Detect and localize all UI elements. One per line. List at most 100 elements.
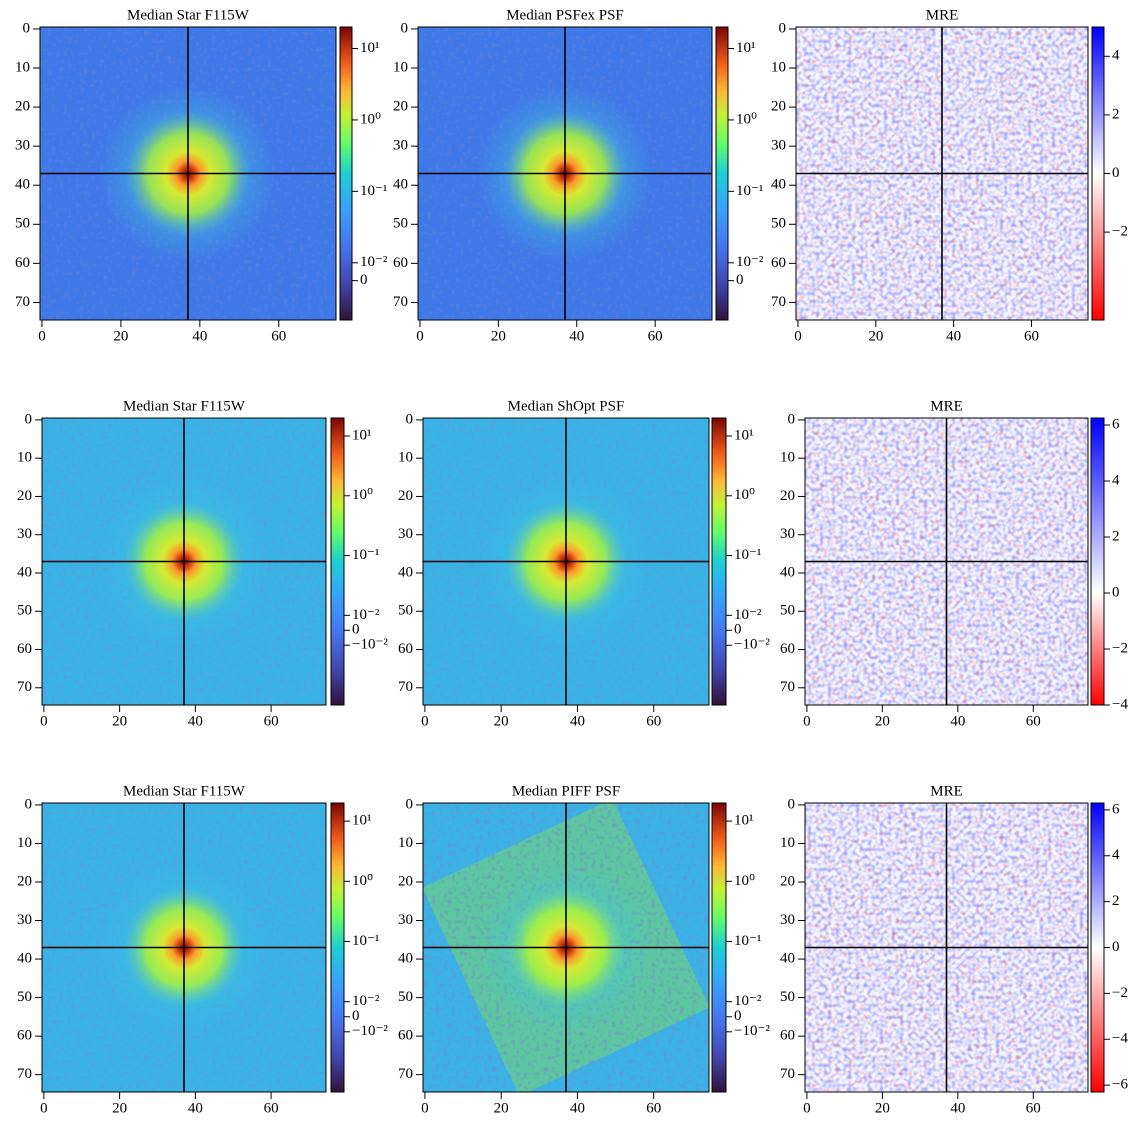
panel: Median PIFF PSF 0 20 40 60 0 10 20 30 40 50 60 70 10¹… — [398, 783, 770, 1116]
y-tick-label: 20 — [17, 873, 32, 889]
y-tick-label: 0 — [25, 411, 33, 427]
y-tick-label: 0 — [788, 411, 796, 427]
panel-title: MRE — [926, 7, 959, 23]
x-tick-label: 60 — [264, 1100, 279, 1116]
y-tick-label: 10 — [771, 59, 786, 75]
y-tick-label: 0 — [406, 796, 414, 812]
colorbar-tick-label: 10¹ — [734, 427, 754, 443]
y-tick-label: 70 — [398, 679, 413, 695]
axes-frame — [39, 26, 337, 321]
axes-frame — [422, 417, 710, 706]
y-tick-label: 0 — [406, 411, 414, 427]
colorbar-tick-label: 10⁰ — [352, 873, 373, 889]
y-tick-label: 10 — [393, 59, 408, 75]
colorbar-tick-label: 4 — [1112, 472, 1120, 488]
x-tick-label: 20 — [491, 328, 506, 344]
y-tick-label: 70 — [771, 294, 786, 310]
x-tick-label: 60 — [1026, 713, 1041, 729]
y-tick-label: 50 — [780, 603, 795, 619]
y-tick-label: 40 — [393, 177, 408, 193]
colorbar — [711, 417, 727, 706]
colorbar — [711, 802, 727, 1093]
colorbar-tick-label: 2 — [1112, 528, 1120, 544]
panel-title: Median Star F115W — [127, 7, 250, 23]
y-tick-label: 40 — [771, 177, 786, 193]
y-tick-label: 60 — [780, 641, 795, 657]
y-tick-label: 70 — [15, 294, 30, 310]
axes-frame — [804, 802, 1089, 1093]
y-tick-label: 30 — [771, 138, 786, 154]
x-tick-label: 0 — [794, 328, 802, 344]
colorbar-tick-label: 2 — [1112, 106, 1120, 122]
colorbar-tick-label: −4 — [1112, 1031, 1128, 1047]
colorbar-tick-label: 6 — [1112, 416, 1120, 432]
y-tick-label: 50 — [15, 216, 30, 232]
colorbar-tick-label: 10⁰ — [736, 111, 757, 127]
x-tick-label: 0 — [803, 713, 811, 729]
y-tick-label: 20 — [393, 99, 408, 115]
panel: Median Star F115W 0 20 40 60 0 10 20 30 40 50 60 70 1… — [17, 398, 388, 729]
y-tick-label: 60 — [15, 255, 30, 271]
x-tick-label: 20 — [875, 1100, 890, 1116]
x-tick-label: 20 — [112, 1100, 127, 1116]
y-tick-label: 30 — [780, 912, 795, 928]
colorbar-tick-label: −2 — [1112, 224, 1128, 240]
axes-frame — [41, 802, 327, 1093]
colorbar-tick-label: 10⁰ — [360, 111, 381, 127]
colorbar-tick-label: 10⁻¹ — [352, 933, 379, 949]
x-tick-label: 40 — [569, 328, 584, 344]
y-tick-label: 30 — [398, 912, 413, 928]
colorbar-tick-label: −10⁻² — [734, 637, 770, 653]
x-tick-label: 40 — [188, 713, 203, 729]
y-tick-label: 0 — [25, 796, 33, 812]
colorbar-tick-label: 0 — [352, 622, 360, 638]
colorbar-tick-label: −10⁻² — [352, 637, 388, 653]
panel-title: MRE — [930, 398, 963, 414]
y-tick-label: 60 — [17, 1028, 32, 1044]
colorbar-tick-label: −4 — [1112, 696, 1128, 712]
y-tick-label: 30 — [15, 138, 30, 154]
y-tick-label: 60 — [398, 1028, 413, 1044]
axes-frame — [804, 417, 1089, 706]
y-tick-label: 40 — [398, 950, 413, 966]
panel: Median Star F115W 0 20 40 60 0 10 20 30 40 50 60 70 1… — [17, 783, 388, 1116]
y-tick-label: 40 — [780, 950, 795, 966]
colorbar-tick-label: 4 — [1112, 847, 1120, 863]
colorbar-tick-label: 10⁻¹ — [734, 547, 761, 563]
colorbar-tick-label: 10⁻² — [734, 607, 762, 623]
y-tick-label: 60 — [393, 255, 408, 271]
y-tick-label: 10 — [780, 835, 795, 851]
x-tick-label: 20 — [494, 713, 509, 729]
y-tick-label: 30 — [398, 526, 413, 542]
panel-title: MRE — [930, 783, 963, 799]
panel-title: Median PSFex PSF — [506, 7, 624, 23]
axes-frame — [422, 802, 710, 1093]
y-tick-label: 10 — [17, 835, 32, 851]
colorbar-tick-label: 10¹ — [736, 40, 756, 56]
y-tick-label: 50 — [398, 603, 413, 619]
y-tick-label: 0 — [779, 20, 787, 36]
colorbar-tick-label: 2 — [1112, 893, 1120, 909]
colorbar-tick-label: 0 — [1112, 939, 1120, 955]
y-tick-label: 20 — [398, 873, 413, 889]
x-tick-label: 40 — [946, 328, 961, 344]
y-tick-label: 60 — [398, 641, 413, 657]
y-tick-label: 50 — [398, 989, 413, 1005]
y-tick-label: 10 — [15, 59, 30, 75]
colorbar-tick-label: −2 — [1112, 640, 1128, 656]
colorbar-tick-label: 10¹ — [734, 813, 754, 829]
x-tick-label: 60 — [646, 1100, 661, 1116]
y-tick-label: 70 — [393, 294, 408, 310]
colorbar-tick-label: 0 — [1112, 165, 1120, 181]
colorbar — [715, 26, 729, 321]
x-tick-label: 40 — [950, 1100, 965, 1116]
y-tick-label: 20 — [780, 873, 795, 889]
y-tick-label: 40 — [17, 950, 32, 966]
y-tick-label: 0 — [401, 20, 409, 36]
x-tick-label: 40 — [570, 713, 585, 729]
x-tick-label: 20 — [875, 713, 890, 729]
y-tick-label: 40 — [398, 564, 413, 580]
colorbar-tick-label: 10¹ — [352, 427, 372, 443]
